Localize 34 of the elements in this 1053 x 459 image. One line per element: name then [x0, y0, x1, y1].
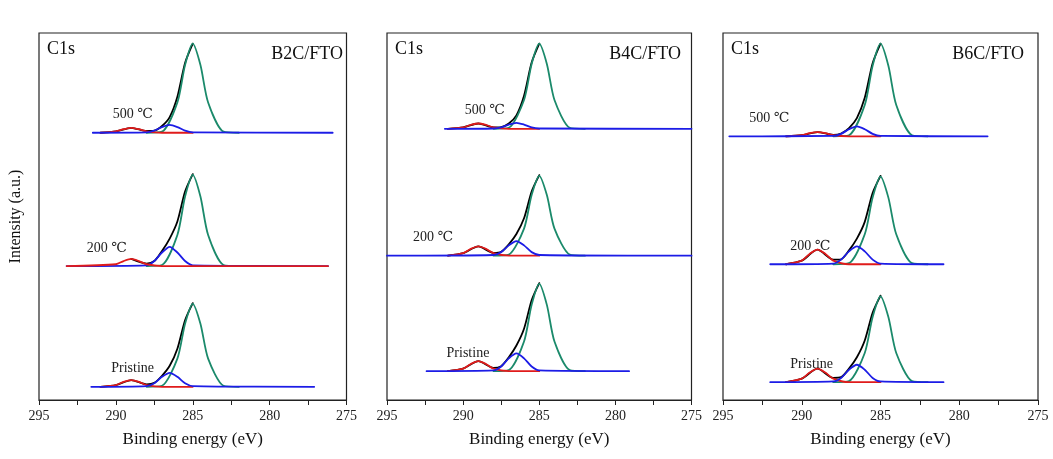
x-tick-label: 285 — [528, 407, 550, 423]
x-axis-title: Binding energy (eV) — [469, 429, 610, 448]
chart-title: B2C/FTO — [271, 43, 344, 63]
x-tick-label: 285 — [182, 407, 204, 423]
annotation: 200 ℃ — [413, 229, 454, 245]
chart-title: B4C/FTO — [609, 43, 682, 63]
annotation: 500 ℃ — [464, 102, 506, 118]
x-tick-label: 280 — [948, 407, 970, 423]
x-tick-label: 275 — [1027, 407, 1049, 423]
x-tick-label: 280 — [259, 407, 281, 423]
annotation: C1s — [395, 38, 424, 58]
annotation: Pristine — [790, 355, 834, 371]
x-tick-label: 275 — [336, 407, 357, 423]
annotation: C1s — [731, 38, 760, 58]
x-tick-label: 290 — [105, 407, 127, 423]
annotation: 500 ℃ — [749, 109, 790, 125]
chart-title: B6C/FTO — [952, 43, 1025, 63]
annotation: 500 ℃ — [112, 106, 153, 122]
annotation: C1s — [47, 38, 76, 58]
x-axis-title: Binding energy (eV) — [122, 429, 263, 448]
x-tick-label: 290 — [791, 407, 813, 423]
x-axis-title: Binding energy (eV) — [810, 429, 951, 448]
x-tick-label: 285 — [870, 407, 891, 423]
annotation: 200 ℃ — [790, 237, 831, 253]
x-tick-label: 295 — [712, 407, 734, 423]
x-tick-label: 280 — [604, 407, 626, 423]
annotation: Pristine — [446, 344, 490, 360]
annotation: Pristine — [111, 360, 155, 376]
x-tick-label: 295 — [28, 407, 50, 423]
x-tick-label: 275 — [681, 407, 702, 423]
x-tick-label: 290 — [452, 407, 474, 423]
annotation: 200 ℃ — [86, 239, 127, 255]
x-tick-label: 295 — [376, 407, 398, 423]
y-axis-title: Intensity (a.u.) — [5, 169, 24, 264]
